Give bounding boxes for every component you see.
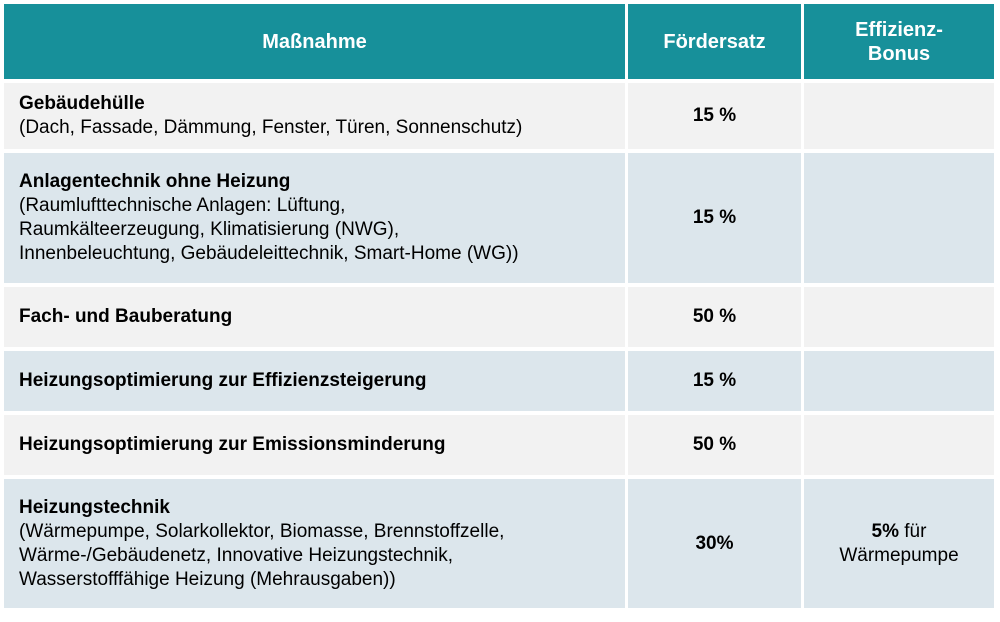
bonus-line: 5% für xyxy=(872,520,927,544)
header-cell: Effizienz- Bonus xyxy=(804,4,994,79)
bonus-text: Wärmepumpe xyxy=(839,544,959,566)
table: Maßnahme Fördersatz Effizienz- Bonus Gebäude… xyxy=(4,4,994,608)
header-text: Maßnahme xyxy=(262,30,367,53)
measure-cell: Heizungstechnik (Wärmepumpe, Solarkollekt… xyxy=(4,479,625,608)
measure-detail: Wärme-/Gebäudenetz, Innovative Heizungst… xyxy=(19,544,454,566)
rate-cell: 30% xyxy=(628,479,801,608)
bonus-cell xyxy=(804,153,994,283)
measure-detail: Innenbeleuchtung, Gebäudeleittechnik, Sm… xyxy=(19,243,519,264)
rate: 15 % xyxy=(692,370,737,391)
rate: 30% xyxy=(695,532,734,554)
measure-detail: (Dach, Fassade, Dämmung, Fenster, Türen,… xyxy=(19,117,523,138)
rate-cell: 15 % xyxy=(628,351,801,411)
header-text: Effizienz- xyxy=(855,18,943,41)
rate-cell: 50 % xyxy=(628,287,801,347)
measure-cell: Heizungsoptimierung zur Emissionsminderu… xyxy=(4,415,625,475)
header-text: Fördersatz xyxy=(663,30,766,53)
measure-detail: Raumkälteerzeugung, Klimatisierung (NWG)… xyxy=(19,219,400,240)
bonus-cell: 5% für Wärmepumpe xyxy=(804,479,994,608)
bonus-cell xyxy=(804,287,994,347)
rate-cell: 15 % xyxy=(628,83,801,149)
measure-cell: Fach- und Bauberatung xyxy=(4,287,625,347)
rate-cell: 15 % xyxy=(628,153,801,283)
rate: 15 % xyxy=(692,105,737,126)
measure-title: Heizungsoptimierung zur Effizienzsteiger… xyxy=(19,370,427,391)
measure-cell: Heizungsoptimierung zur Effizienzsteiger… xyxy=(4,351,625,411)
measure-detail: Wasserstofffähige Heizung (Mehrausgaben)… xyxy=(19,568,396,590)
measure-title: Fach- und Bauberatung xyxy=(19,306,233,327)
rate: 15 % xyxy=(692,207,737,228)
rate: 50 % xyxy=(692,434,737,455)
rate-cell: 50 % xyxy=(628,415,801,475)
bonus-text: für xyxy=(904,520,927,542)
measure-title: Gebäudehülle xyxy=(19,93,145,114)
header-text: Bonus xyxy=(867,42,931,65)
rate: 50 % xyxy=(692,306,737,327)
measure-title: Heizungstechnik xyxy=(19,496,170,518)
measure-detail: (Wärmepumpe, Solarkollektor, Biomasse, B… xyxy=(19,520,505,542)
bonus-cell xyxy=(804,83,994,149)
measure-title: Heizungsoptimierung zur Emissionsminderu… xyxy=(19,434,446,455)
bonus-cell xyxy=(804,415,994,475)
bonus-cell xyxy=(804,351,994,411)
measure-title: Anlagentechnik ohne Heizung xyxy=(19,171,291,192)
header-cell: Maßnahme xyxy=(4,4,625,79)
header-cell: Fördersatz xyxy=(628,4,801,79)
measure-detail: (Raumlufttechnische Anlagen: Lüftung, xyxy=(19,195,346,216)
measure-cell: Gebäudehülle (Dach, Fassade, Dämmung, Fen… xyxy=(4,83,625,149)
bonus-value: 5% xyxy=(871,520,899,542)
measure-cell: Anlagentechnik ohne Heizung (Raumlufttech… xyxy=(4,153,625,283)
